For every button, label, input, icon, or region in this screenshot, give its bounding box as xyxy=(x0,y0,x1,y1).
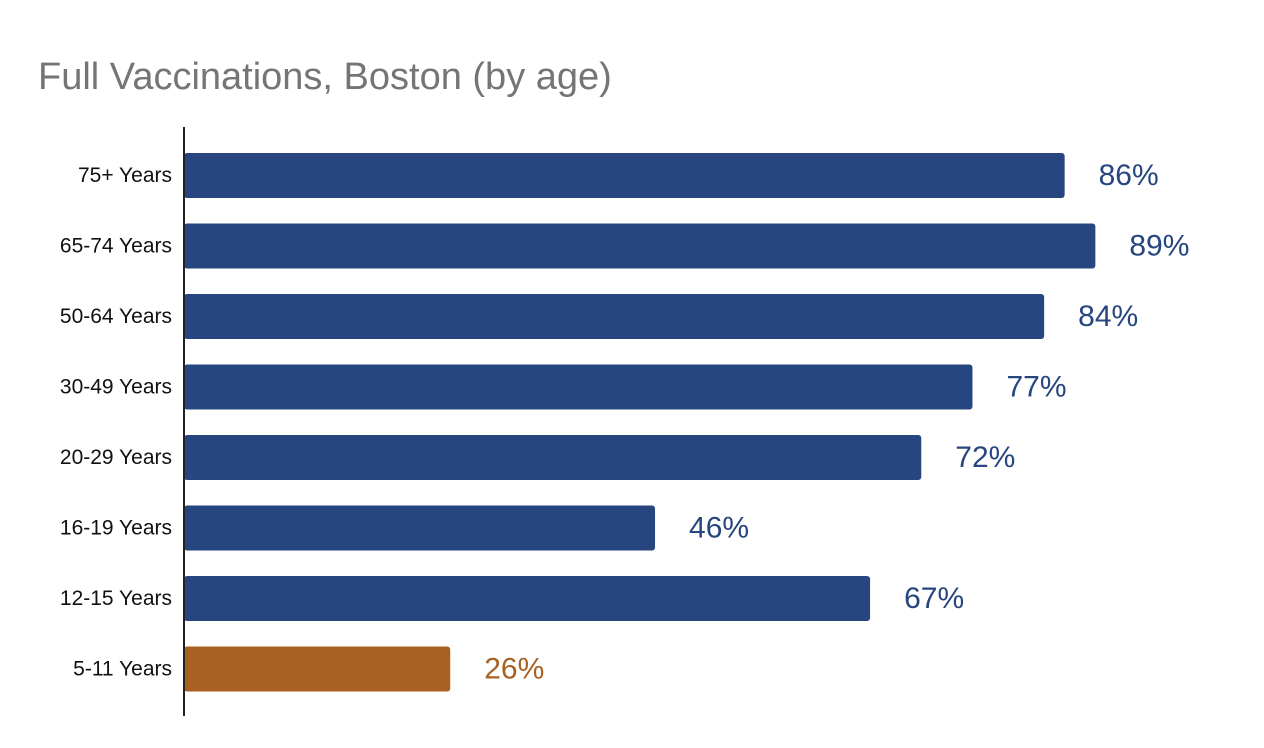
value-label: 26% xyxy=(484,653,544,686)
value-label: 89% xyxy=(1129,230,1189,263)
category-label: 50-64 Years xyxy=(60,305,172,328)
value-label: 86% xyxy=(1099,159,1159,192)
value-label: 67% xyxy=(904,582,964,615)
category-label: 65-74 Years xyxy=(60,235,172,258)
category-label: 16-19 Years xyxy=(60,517,172,540)
category-label: 30-49 Years xyxy=(60,376,172,399)
value-label: 77% xyxy=(1006,371,1066,404)
bar xyxy=(184,646,451,692)
bar xyxy=(184,153,1065,198)
bar xyxy=(184,576,871,621)
value-label: 46% xyxy=(689,512,749,545)
value-label: 72% xyxy=(955,441,1015,474)
bar xyxy=(184,294,1045,339)
bar xyxy=(184,223,1096,269)
value-label: 84% xyxy=(1078,300,1138,333)
bar xyxy=(184,505,656,551)
bar xyxy=(184,435,922,480)
chart-title: Full Vaccinations, Boston (by age) xyxy=(38,56,612,98)
labels-layer: 75+ Years 86% 65-74 Years 89% 50-64 Years 84%… xyxy=(60,159,1190,686)
bars-layer xyxy=(184,153,1096,692)
category-label: 20-29 Years xyxy=(60,446,172,469)
category-label: 12-15 Years xyxy=(60,587,172,610)
category-label: 5-11 Years xyxy=(73,658,172,681)
category-label: 75+ Years xyxy=(78,164,172,187)
bar xyxy=(184,364,973,410)
